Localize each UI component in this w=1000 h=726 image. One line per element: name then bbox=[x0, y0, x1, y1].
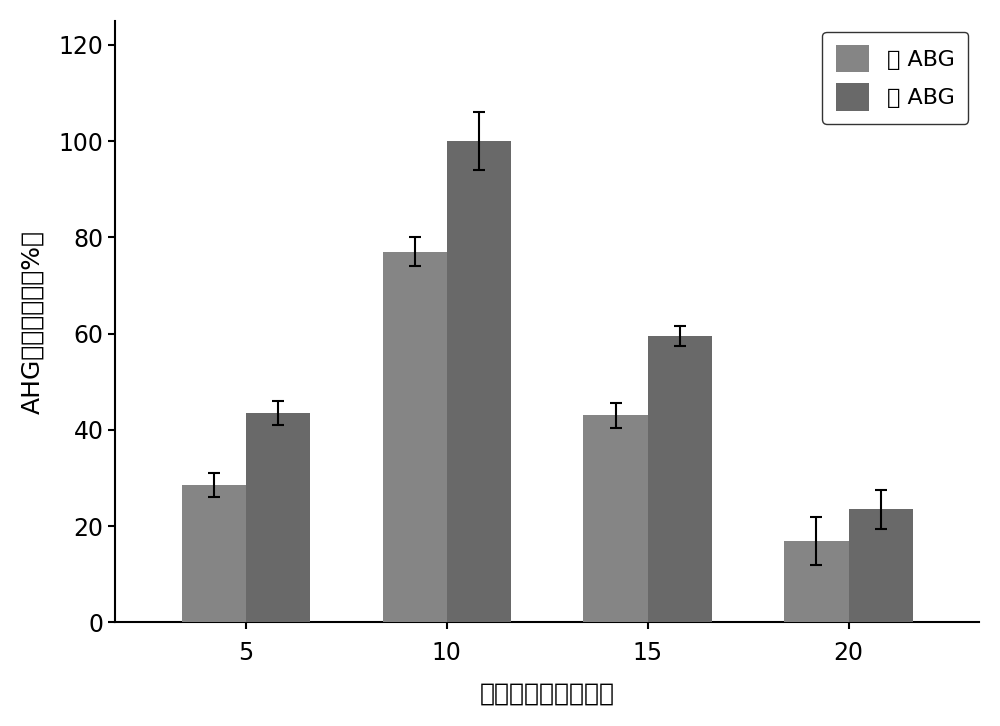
Bar bbox=[784, 541, 849, 622]
Legend: 无 ABG, 有 ABG: 无 ABG, 有 ABG bbox=[822, 32, 968, 124]
Bar bbox=[648, 336, 712, 622]
Y-axis label: AHG的相对产率（%）: AHG的相对产率（%） bbox=[21, 229, 45, 414]
Bar bbox=[447, 141, 511, 622]
X-axis label: 预处理时间（分钟）: 预处理时间（分钟） bbox=[480, 681, 615, 705]
Bar bbox=[246, 413, 310, 622]
Bar bbox=[849, 510, 913, 622]
Bar bbox=[383, 252, 447, 622]
Bar bbox=[182, 485, 246, 622]
Bar bbox=[583, 415, 648, 622]
